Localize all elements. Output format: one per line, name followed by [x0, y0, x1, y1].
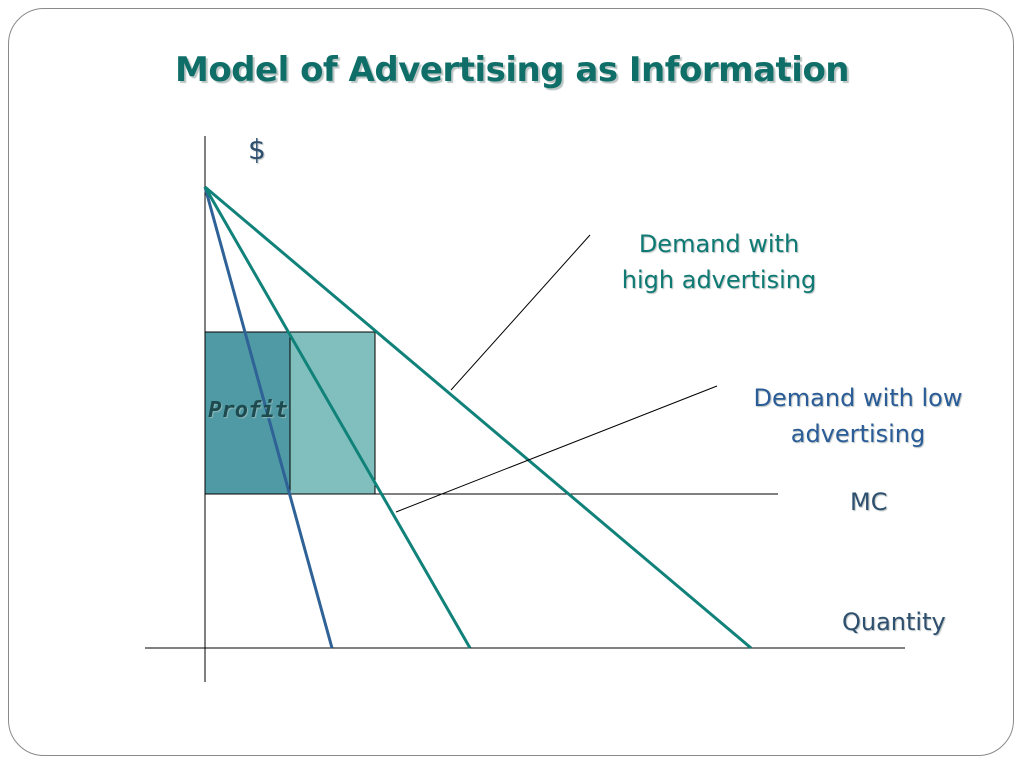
x-axis-label: Quantity	[842, 608, 946, 636]
demand-high-advertising-label: Demand with high advertising	[604, 226, 834, 298]
leader-line-high-advertising	[450, 234, 591, 391]
profit-area-low-advertising	[204, 331, 291, 495]
demand-curve-low-advertising	[203, 186, 334, 649]
demand-high-label-line2: high advertising	[621, 266, 817, 294]
profit-label: Profit	[208, 398, 288, 423]
demand-curve-high-advertising	[204, 185, 752, 650]
demand-low-label-line1: Demand with low	[753, 384, 963, 412]
slide-frame	[8, 8, 1014, 756]
y-axis-label: $	[248, 133, 266, 166]
demand-low-advertising-label: Demand with low advertising	[740, 380, 976, 452]
slide-title: Model of Advertising as Information	[174, 50, 850, 90]
demand-low-label-line2: advertising	[790, 420, 926, 448]
demand-curve-middle	[203, 186, 472, 649]
demand-high-label-line1: Demand with	[638, 230, 800, 258]
leader-line-low-advertising	[395, 385, 718, 513]
mc-label: MC	[850, 488, 888, 516]
